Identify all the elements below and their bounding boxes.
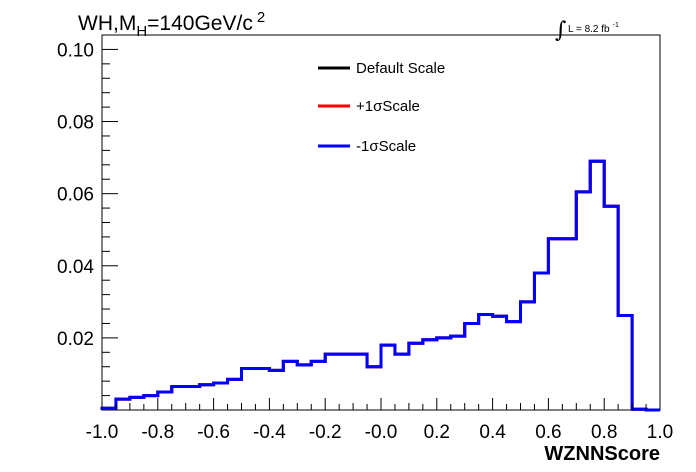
x-tick-label: 1.0 xyxy=(647,422,673,443)
x-tick-label: -1.0 xyxy=(86,422,119,443)
x-tick-label: -0.8 xyxy=(141,422,174,443)
x-tick-label: 0.2 xyxy=(424,422,450,443)
x-tick-label: -0.6 xyxy=(197,422,230,443)
chart-title-rest: =140GeV/c xyxy=(147,12,253,35)
chart-title-superscript: 2 xyxy=(257,9,265,26)
x-tick-label: 0.6 xyxy=(535,422,561,443)
chart-title-subscript: H xyxy=(136,23,147,40)
histogram-layer xyxy=(100,159,660,412)
integral-symbol: ∫ xyxy=(555,18,567,43)
series-line-minus-1sigmascale xyxy=(100,159,660,412)
luminosity-text: L = 8.2 fb -1 xyxy=(568,22,619,35)
legend: Default Scale +1σScale -1σScale xyxy=(318,60,445,155)
luminosity-value: L = 8.2 fb xyxy=(568,24,610,35)
x-tick-label: 0.4 xyxy=(479,422,506,443)
luminosity-label: ∫ L = 8.2 fb -1 xyxy=(555,18,619,43)
x-tick-label: -0.2 xyxy=(309,422,342,443)
chart-title-main: WH,M xyxy=(78,12,136,35)
x-tick-label: 0.8 xyxy=(591,422,617,443)
legend-label-plus-sigma: +1σScale xyxy=(356,98,420,115)
chart-title: WH,MH=140GeV/c 2 xyxy=(78,9,265,40)
y-tick-label: 0.06 xyxy=(57,185,94,206)
axis-layer: -1.0 -0.8 -0.6 -0.4 -0.2 -0.0 0.2 0.4 0.6 0.8 1.0 0… xyxy=(57,40,673,443)
legend-label-minus-sigma: -1σScale xyxy=(356,138,416,155)
y-tick-label: 0.08 xyxy=(57,113,94,134)
y-tick-label: 0.10 xyxy=(57,40,94,61)
y-tick-label: 0.04 xyxy=(57,257,94,278)
legend-label-default-scale: Default Scale xyxy=(356,60,445,77)
x-axis-label: WZNNScore xyxy=(544,443,660,465)
x-tick-label: -0.4 xyxy=(253,422,286,443)
y-tick-label: 0.02 xyxy=(57,329,94,350)
x-tick-label: -0.0 xyxy=(365,422,398,443)
luminosity-unit-sup: -1 xyxy=(613,22,619,29)
